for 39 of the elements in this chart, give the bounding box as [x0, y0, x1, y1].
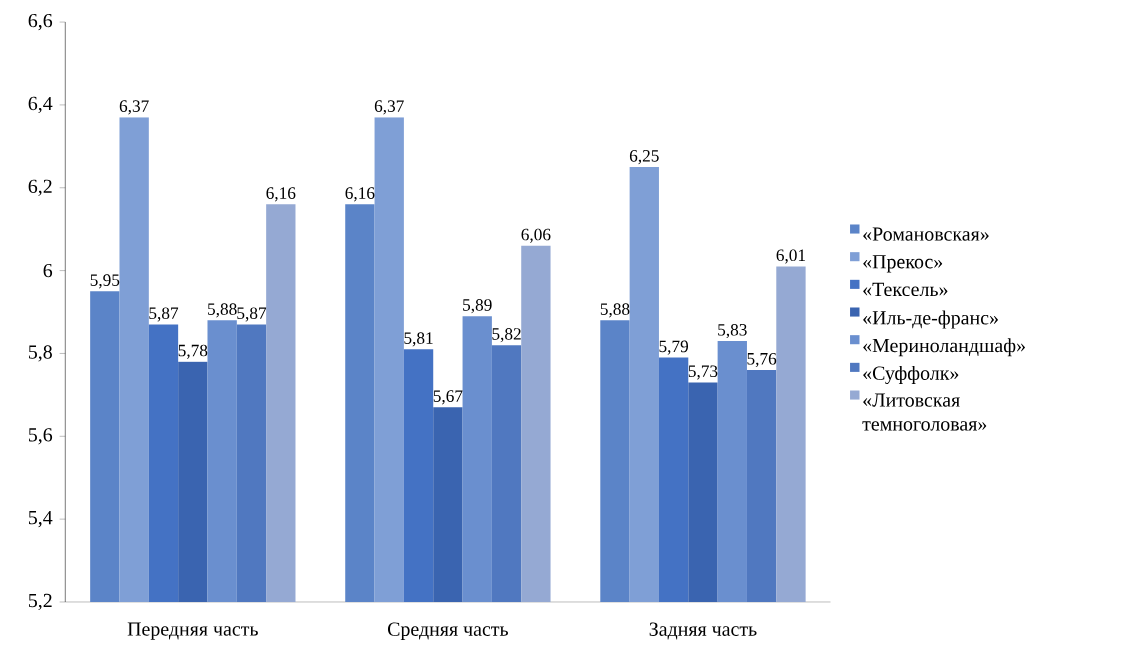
y-tick-label: 6,6 [28, 13, 53, 31]
legend-label: «Мериноландшаф» [863, 338, 1025, 357]
data-label: 5,78 [178, 344, 208, 359]
data-label: 6,37 [374, 100, 404, 115]
data-label: 5,73 [688, 365, 718, 380]
data-label: 6,16 [266, 187, 296, 202]
x-tick-label: Средняя часть [387, 622, 509, 640]
y-tick-label: 5,2 [28, 593, 52, 611]
data-label: 6,06 [521, 228, 551, 243]
y-tick-label: 5,4 [28, 510, 53, 528]
x-tick-label: Задняя часть [649, 622, 757, 640]
data-label: 5,87 [237, 307, 267, 322]
y-tick-label: 6 [43, 263, 53, 278]
data-label: 5,82 [492, 328, 521, 343]
data-label: 5,76 [747, 352, 777, 368]
data-label: 5,79 [659, 340, 689, 355]
data-label: 5,67 [433, 390, 463, 405]
x-tick-label: Передняя часть [127, 622, 258, 640]
data-label: 6,01 [776, 249, 806, 264]
data-label: 6,25 [629, 149, 659, 165]
data-label: 5,81 [404, 332, 433, 347]
data-label: 6,37 [119, 100, 149, 115]
y-tick-label: 6,2 [28, 179, 52, 196]
data-label: 5,88 [208, 303, 237, 318]
y-tick-label: 5,8 [28, 345, 52, 362]
data-label: 5,83 [718, 323, 747, 339]
data-label: 5,95 [90, 274, 120, 289]
legend-label: «Прекос» [863, 255, 943, 273]
data-label: 6,16 [345, 187, 375, 202]
legend-label: «Тексель» [863, 282, 948, 297]
data-label: 5,87 [149, 307, 179, 322]
legend-label: «Романовская» [863, 227, 989, 241]
data-label: 5,88 [600, 303, 630, 318]
data-label: 5,89 [463, 299, 492, 314]
legend-label: «Литовская темноголовая» [862, 393, 987, 431]
y-tick-label: 6,4 [28, 96, 53, 113]
legend-label: «Суффолк» [863, 365, 959, 384]
legend-label: «Иль-де-франс» [863, 310, 998, 329]
y-tick-label: 5,6 [28, 428, 53, 445]
